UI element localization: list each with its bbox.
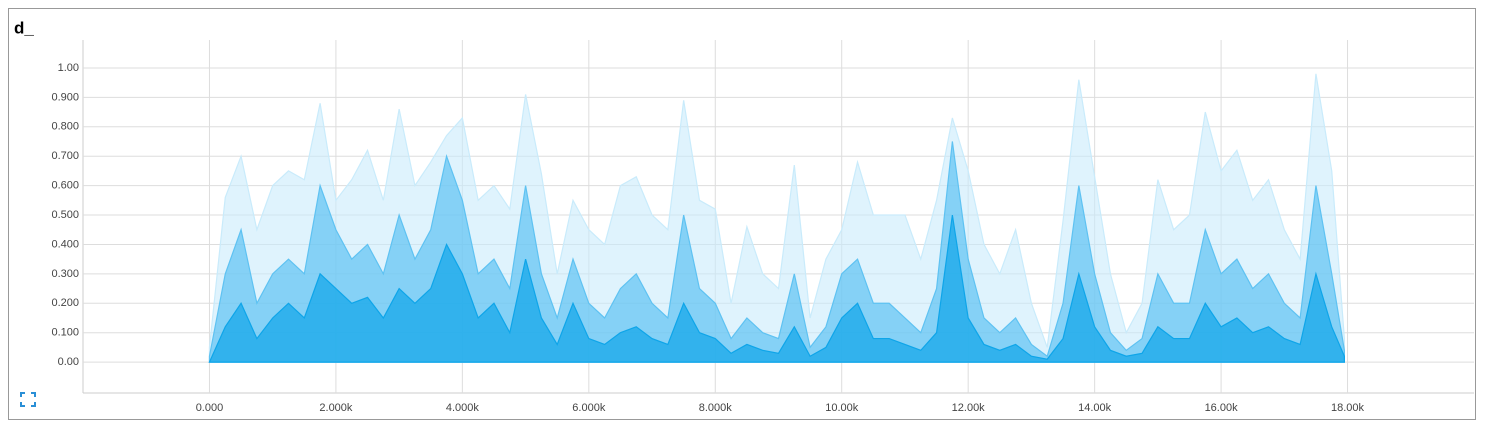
chart-card [8,8,1476,420]
x-tick-label: 4.000k [446,402,480,414]
x-tick-label: 16.00k [1205,402,1239,414]
fullscreen-icon[interactable] [20,392,36,407]
area [208,214,1345,363]
y-tick-label: 0.200 [51,297,79,309]
x-tick-label: 0.000 [196,402,224,414]
y-tick-label: 0.500 [51,209,79,221]
x-tick-label: 10.00k [825,402,859,414]
fullscreen-icon-path[interactable] [20,392,36,407]
y-tick-label: 0.300 [51,268,79,280]
y-tick-label: 0.100 [51,327,79,339]
y-tick-label: 0.400 [51,238,79,250]
y-tick-label: 0.00 [58,356,79,368]
y-tick-label: 0.800 [51,121,79,133]
y-tick-label: 1.00 [58,62,79,74]
y-tick-label: 0.600 [51,180,79,192]
x-tick-label: 18.00k [1331,402,1365,414]
y-tick-label: 0.900 [51,91,79,103]
y-tick-label: 0.700 [51,150,79,162]
x-tick-label: 2.000k [319,402,353,414]
x-tick-label: 12.00k [952,402,986,414]
x-tick-label: 14.00k [1078,402,1112,414]
x-tick-label: 8.000k [699,402,733,414]
chart-title: d_ [14,18,34,37]
x-tick-label: 6.000k [572,402,606,414]
